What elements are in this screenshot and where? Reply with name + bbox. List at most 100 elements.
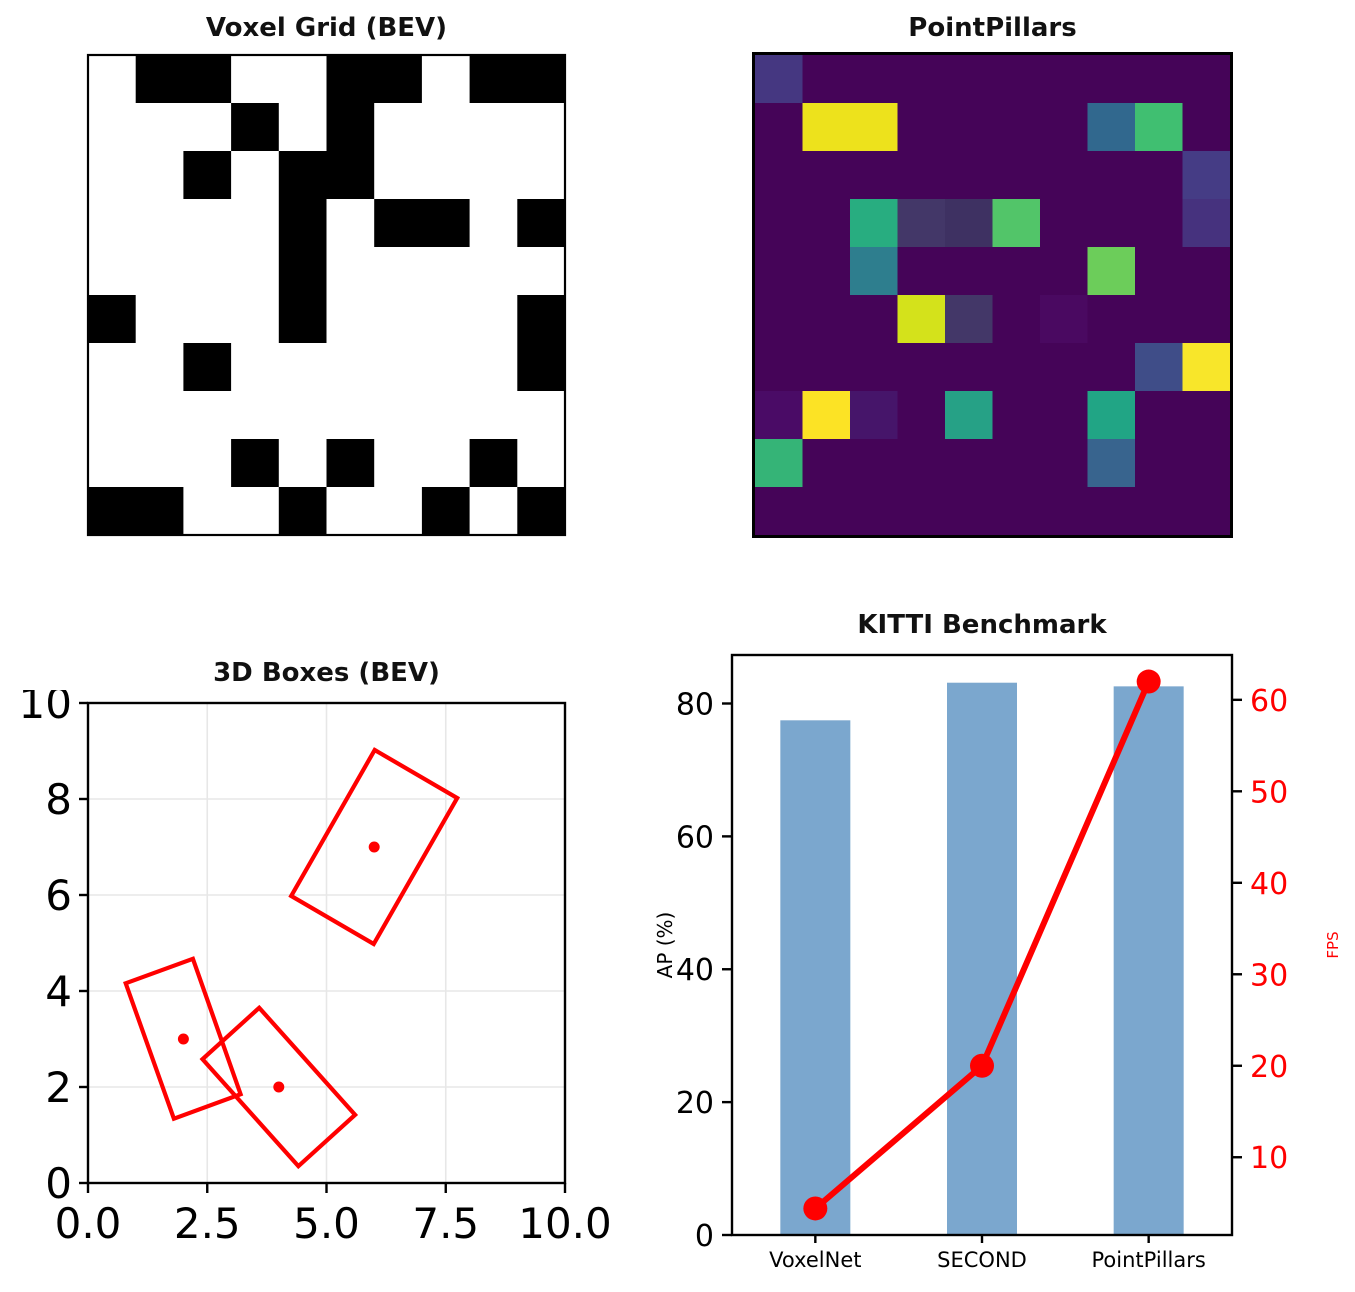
- voxel-cell: [517, 439, 566, 488]
- voxel-cell: [421, 391, 471, 440]
- heatmap-cell: [897, 391, 946, 440]
- voxel-cell: [183, 151, 232, 200]
- voxel-cell: [421, 151, 471, 200]
- voxel-cell: [183, 103, 232, 152]
- voxel-cell: [231, 103, 280, 152]
- voxel-cell: [135, 247, 184, 296]
- voxel-cell: [135, 391, 184, 440]
- voxel-cell: [517, 391, 566, 440]
- voxel-cell: [469, 487, 518, 536]
- heatmap-cell: [1087, 103, 1136, 152]
- voxel-cell: [278, 55, 328, 104]
- voxel-cell: [469, 55, 518, 104]
- heatmap-cell: [1087, 487, 1136, 536]
- panel-title-kitti-benchmark: KITTI Benchmark: [857, 610, 1107, 640]
- voxel-cell: [231, 343, 280, 392]
- x-category-label: SECOND: [937, 1248, 1027, 1272]
- heatmap-cell: [992, 55, 1041, 104]
- heatmap-cell: [992, 343, 1041, 392]
- voxel-cell: [326, 55, 375, 104]
- voxel-cell: [517, 295, 566, 344]
- axes-frame: [752, 52, 1233, 538]
- voxel-cell: [88, 103, 137, 152]
- y-left-tick-label: 20: [676, 1086, 714, 1121]
- voxel-cell: [326, 487, 375, 536]
- voxel-grid-heatmap: [86, 53, 567, 537]
- heatmap-cell: [1040, 247, 1089, 296]
- voxel-cell: [517, 151, 566, 200]
- heatmap-cell: [1135, 151, 1184, 200]
- voxel-cell: [469, 439, 518, 488]
- heatmap-cell: [850, 55, 899, 104]
- heatmap-cell: [1040, 199, 1089, 248]
- heatmap-cell: [802, 55, 851, 104]
- y-tick-label: 2: [45, 1063, 72, 1112]
- voxel-cell: [517, 343, 566, 392]
- bev-box-center-dot: [368, 841, 380, 853]
- y-right-tick-label: 40: [1250, 867, 1288, 902]
- pointpillars-heatmap: [752, 52, 1233, 538]
- voxel-cell: [88, 55, 137, 104]
- heatmap-cell: [755, 151, 804, 200]
- heatmap-cell: [1135, 391, 1184, 440]
- heatmap-cell: [850, 343, 899, 392]
- voxel-cell: [183, 247, 232, 296]
- heatmap-cell: [1135, 247, 1184, 296]
- heatmap-cell: [992, 439, 1041, 488]
- heatmap-cell: [945, 343, 994, 392]
- voxel-cell: [469, 391, 518, 440]
- heatmap-cell: [945, 247, 994, 296]
- voxel-cell: [183, 55, 232, 104]
- voxel-cell: [326, 439, 375, 488]
- voxel-cell: [135, 103, 184, 152]
- voxel-cell: [88, 487, 137, 536]
- bev-box-center-dot: [177, 1033, 189, 1045]
- heatmap-cell: [755, 439, 804, 488]
- voxel-cell: [374, 343, 423, 392]
- heatmap-cell: [1040, 55, 1089, 104]
- heatmap-cell: [945, 55, 994, 104]
- voxel-cell: [517, 199, 566, 248]
- y-tick-label: 8: [45, 775, 72, 824]
- y-left-tick-label: 60: [676, 820, 714, 855]
- voxel-cell: [88, 439, 137, 488]
- voxel-cell: [278, 103, 328, 152]
- y-left-tick-label: 0: [695, 1219, 714, 1254]
- voxel-cell: [469, 295, 518, 344]
- heatmap-cell: [1182, 151, 1231, 200]
- x-category-label: PointPillars: [1092, 1248, 1206, 1272]
- heatmap-cell: [1182, 55, 1231, 104]
- heatmap-cell: [802, 151, 851, 200]
- x-tick-label: 2.5: [174, 1199, 241, 1248]
- heatmap-cell: [1040, 103, 1089, 152]
- heatmap-cell: [850, 151, 899, 200]
- heatmap-cell: [1040, 391, 1089, 440]
- voxel-cell: [326, 391, 375, 440]
- heatmap-cell: [1182, 103, 1231, 152]
- x-tick-label: 10.0: [518, 1199, 612, 1248]
- voxel-cell: [374, 391, 423, 440]
- voxel-cell: [278, 343, 328, 392]
- voxel-cell: [374, 199, 423, 248]
- fps-marker: [803, 1196, 828, 1221]
- fps-marker: [1136, 669, 1161, 694]
- heatmap-cell: [897, 103, 946, 152]
- heatmap-cell: [945, 151, 994, 200]
- bev-boxes-plot: 0.0 2.5 5.0 7.5 10.0 0 2 4 6 8 10: [19, 690, 612, 1248]
- heatmap-cell: [897, 343, 946, 392]
- heatmap-cell: [802, 199, 851, 248]
- y-tick-label: 6: [45, 871, 72, 920]
- ap-bar: [947, 682, 1017, 1235]
- voxel-cell: [278, 199, 328, 248]
- heatmap-cell: [897, 487, 946, 536]
- heatmap-cell: [850, 247, 899, 296]
- voxel-cell: [88, 295, 137, 344]
- voxel-cell: [135, 487, 184, 536]
- heatmap-cell: [945, 439, 994, 488]
- heatmap-cell: [1135, 343, 1184, 392]
- heatmap-cell: [802, 487, 851, 536]
- voxel-cell: [88, 343, 137, 392]
- heatmap-cell: [755, 247, 804, 296]
- heatmap-cell: [1182, 439, 1231, 488]
- fps-marker: [970, 1053, 994, 1078]
